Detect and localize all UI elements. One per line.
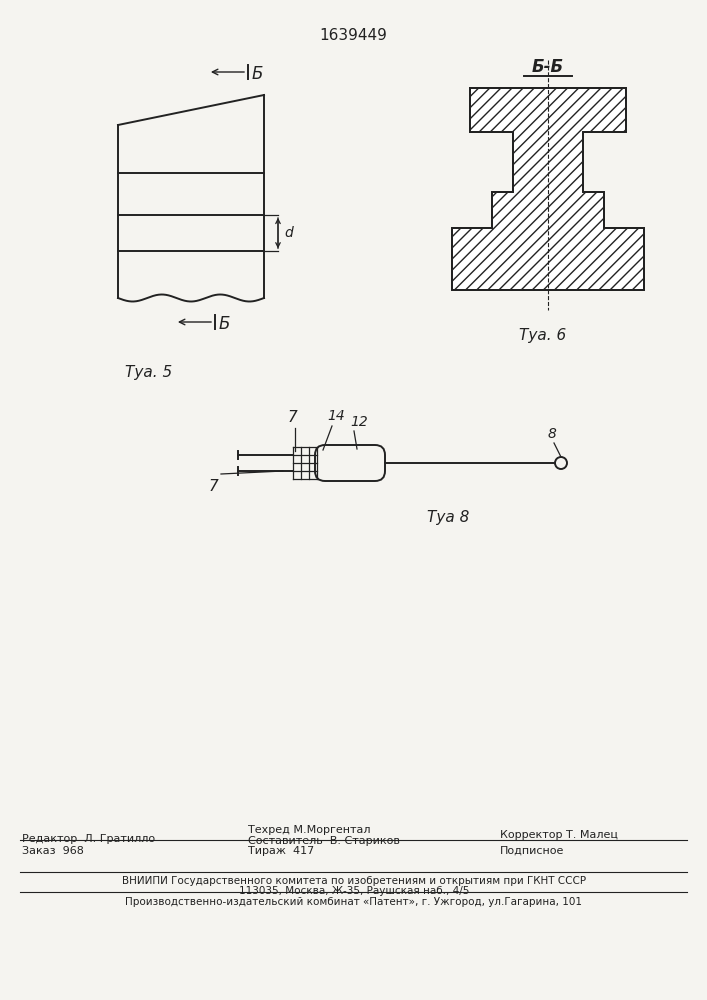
Text: ВНИИПИ Государственного комитета по изобретениям и открытиям при ГКНТ СССР: ВНИИПИ Государственного комитета по изоб… <box>122 876 586 886</box>
Text: Составитель  В. Стариков: Составитель В. Стариков <box>248 836 400 846</box>
Text: Τуа. 5: Τуа. 5 <box>125 365 173 380</box>
Text: Б: Б <box>252 65 264 83</box>
Polygon shape <box>452 88 644 290</box>
Text: Производственно-издательский комбинат «Патент», г. Ужгород, ул.Гагарина, 101: Производственно-издательский комбинат «П… <box>126 897 583 907</box>
Text: Б-Б: Б-Б <box>532 58 564 76</box>
Text: 7: 7 <box>288 410 298 425</box>
Text: 113035, Москва, Ж-35, Раушская наб., 4/5: 113035, Москва, Ж-35, Раушская наб., 4/5 <box>239 886 469 896</box>
Text: Корректор Т. Малец: Корректор Т. Малец <box>500 830 618 840</box>
Text: 1639449: 1639449 <box>319 28 387 43</box>
Text: Подписное: Подписное <box>500 846 564 856</box>
FancyBboxPatch shape <box>315 445 385 481</box>
Text: 7: 7 <box>209 479 218 494</box>
Text: Б: Б <box>219 315 230 333</box>
Text: 14: 14 <box>327 409 345 423</box>
Text: d: d <box>284 226 293 240</box>
Text: Заказ  968: Заказ 968 <box>22 846 84 856</box>
Text: 8: 8 <box>548 427 557 441</box>
Text: Τуа. 6: Τуа. 6 <box>520 328 566 343</box>
Text: Тираж  417: Тираж 417 <box>248 846 314 856</box>
Text: 12: 12 <box>350 415 368 429</box>
Text: Техред М.Моргентал: Техред М.Моргентал <box>248 825 370 835</box>
Text: Τуа 8: Τуа 8 <box>427 510 469 525</box>
Text: Редактор  Л. Гратилло: Редактор Л. Гратилло <box>22 834 155 844</box>
